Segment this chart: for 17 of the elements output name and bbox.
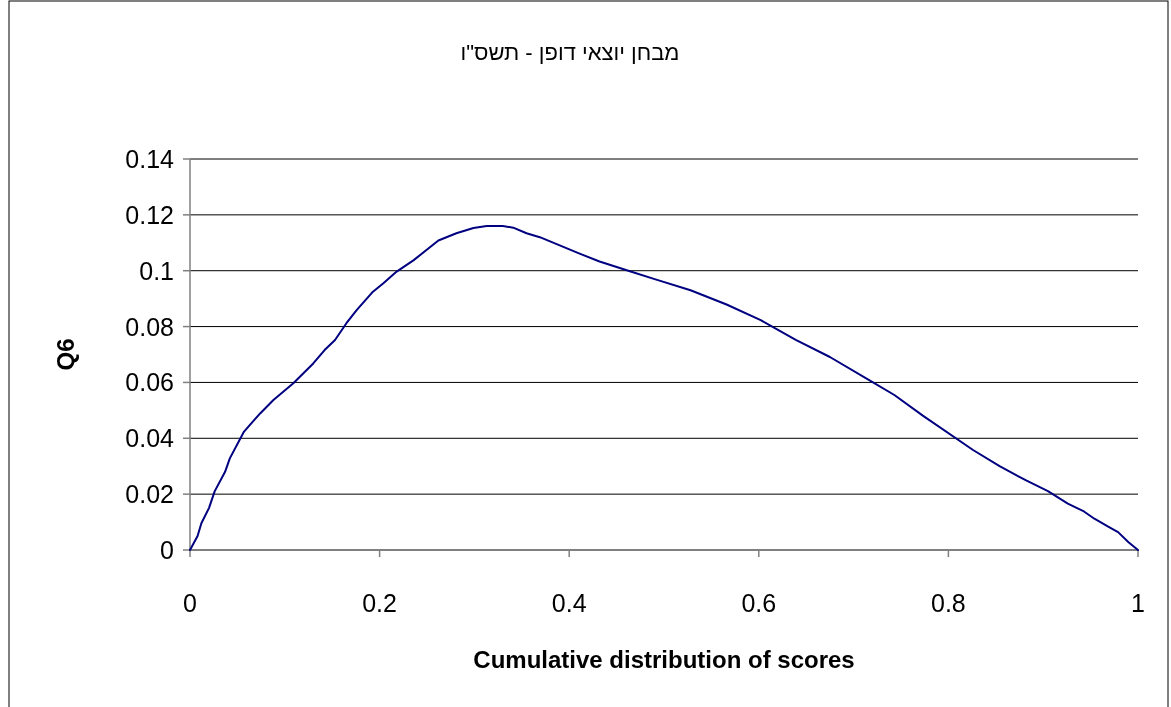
x-tick-label: 1 [1131, 589, 1145, 617]
y-tick-label: 0 [160, 536, 174, 564]
y-tick-label: 0.06 [125, 368, 174, 397]
y-tick-label: 0.12 [125, 200, 174, 229]
x-tick-label: 0.2 [362, 589, 397, 617]
x-tick-label: 0 [183, 589, 197, 617]
y-tick-label: 0.08 [125, 312, 174, 341]
y-tick-label: 0.14 [125, 145, 175, 173]
y-axis-title: Q6 [52, 338, 79, 371]
x-axis-title: Cumulative distribution of scores [473, 646, 855, 673]
y-tick-label: 0.04 [125, 424, 175, 453]
y-tick-label: 0.02 [125, 480, 174, 509]
x-tick-label: 0.8 [931, 589, 966, 617]
title: מבחן יוצאי דופן - תשס"ו [460, 40, 680, 65]
y-tick-label: 0.1 [139, 256, 174, 285]
x-tick-label: 0.6 [741, 589, 777, 617]
x-tick-label: 0.4 [551, 589, 587, 617]
